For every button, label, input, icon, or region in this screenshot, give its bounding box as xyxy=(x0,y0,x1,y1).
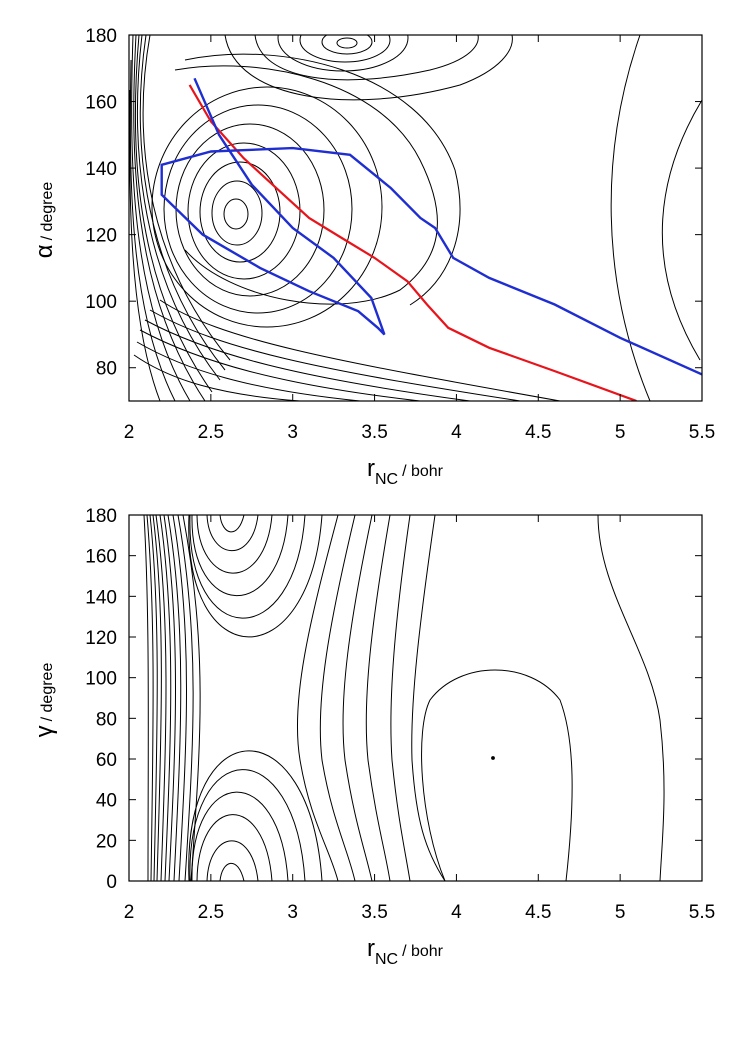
x-tick-label: 2.5 xyxy=(198,902,224,923)
contour-lines-alpha xyxy=(129,35,702,401)
contour-lines-gamma xyxy=(143,515,665,881)
y-tick-label: 100 xyxy=(85,292,117,313)
y-tick-labels: 0 20 40 60 80 100 120 140 160 180 xyxy=(85,506,117,893)
y-tick-label: 60 xyxy=(96,750,117,771)
y-tick-label: 120 xyxy=(85,628,117,649)
y-tick-label: 140 xyxy=(85,587,117,608)
x-axis-label: rNC / bohr xyxy=(367,455,444,488)
contour-panel-alpha: 2 2.5 3 3.5 4 4.5 5 5.5 80 100 120 140 160 180 rNC / … xyxy=(31,26,716,488)
x-tick-label: 3 xyxy=(287,422,298,443)
red-path-line xyxy=(188,84,637,401)
y-tick-label: 180 xyxy=(85,506,117,527)
plot-frame xyxy=(128,514,703,882)
x-tick-label: 5 xyxy=(615,902,626,923)
x-tick-label: 5.5 xyxy=(689,902,715,923)
x-tick-label: 4 xyxy=(451,422,462,443)
y-tick-label: 0 xyxy=(106,872,117,893)
y-tick-label: 180 xyxy=(85,26,117,47)
y-tick-label: 140 xyxy=(85,159,117,180)
x-tick-label: 5 xyxy=(615,422,626,443)
y-axis-label: α/ degree xyxy=(31,182,58,259)
x-axis-label: rNC / bohr xyxy=(367,935,444,968)
y-tick-label: 160 xyxy=(85,547,117,568)
blue-path-line xyxy=(160,77,702,376)
y-tick-label: 80 xyxy=(96,359,117,380)
contour-panel-gamma: 2 2.5 3 3.5 4 4.5 5 5.5 0 20 40 60 80 100 120 140 160 18… xyxy=(31,506,715,968)
x-tick-label: 3 xyxy=(287,902,298,923)
x-tick-label: 5.5 xyxy=(689,422,715,443)
x-tick-label: 2 xyxy=(124,422,135,443)
x-tick-labels: 2 2.5 3 3.5 4 4.5 5 5.5 xyxy=(124,902,716,923)
x-tick-label: 4.5 xyxy=(525,422,551,443)
y-tick-label: 80 xyxy=(96,709,117,730)
y-tick-label: 100 xyxy=(85,669,117,690)
x-tick-label: 2.5 xyxy=(198,422,224,443)
y-axis-label: γ/ degree xyxy=(31,663,58,738)
y-tick-label: 160 xyxy=(85,93,117,114)
y-tick-label: 120 xyxy=(85,226,117,247)
y-tick-label: 40 xyxy=(96,791,117,812)
tick-marks xyxy=(128,514,703,882)
y-tick-label: 20 xyxy=(96,831,117,852)
x-tick-label: 3.5 xyxy=(361,422,387,443)
x-tick-label: 4.5 xyxy=(525,902,551,923)
x-tick-label: 3.5 xyxy=(361,902,387,923)
x-tick-label: 4 xyxy=(451,902,462,923)
x-tick-labels: 2 2.5 3 3.5 4 4.5 5 5.5 xyxy=(124,422,716,443)
x-tick-label: 2 xyxy=(124,902,135,923)
plot-frame xyxy=(128,34,703,402)
y-tick-labels: 80 100 120 140 160 180 xyxy=(85,26,117,380)
tick-marks xyxy=(128,34,703,401)
